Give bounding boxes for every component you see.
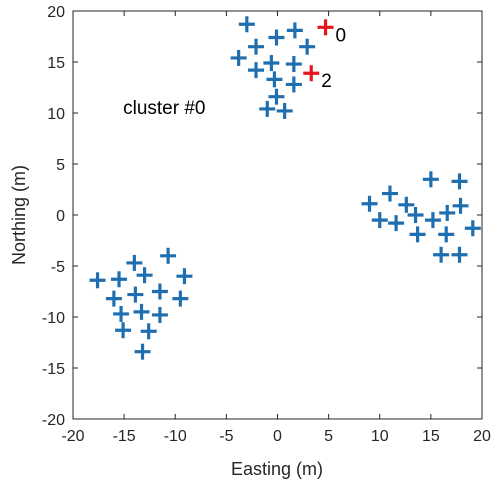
x-tick-label: -5 xyxy=(219,428,233,445)
data-point xyxy=(452,197,469,214)
y-tick-label: -5 xyxy=(51,259,65,276)
data-point xyxy=(451,173,468,190)
data-point xyxy=(371,212,388,229)
y-axis-label: Northing (m) xyxy=(9,165,29,265)
x-tick-label: 10 xyxy=(371,428,389,445)
data-point xyxy=(140,323,157,340)
data-point xyxy=(424,212,441,229)
x-tick-label: 5 xyxy=(324,428,333,445)
data-point xyxy=(126,254,143,271)
highlight-point xyxy=(303,65,320,82)
x-tick-label: -15 xyxy=(113,428,136,445)
y-tick-label: -10 xyxy=(42,310,65,327)
y-tick-label: 15 xyxy=(47,55,65,72)
data-point xyxy=(230,49,247,66)
data-point xyxy=(151,283,168,300)
annotation-label: cluster #0 xyxy=(123,98,205,119)
x-tick-label: -20 xyxy=(61,428,84,445)
data-point xyxy=(259,100,276,117)
data-point xyxy=(388,215,405,232)
data-point xyxy=(268,29,285,46)
data-point xyxy=(160,247,177,264)
x-tick-label: 0 xyxy=(273,428,282,445)
data-point xyxy=(409,226,426,243)
x-tick-label: 15 xyxy=(422,428,440,445)
data-point xyxy=(439,204,456,221)
data-point xyxy=(398,196,415,213)
x-tick-label: -10 xyxy=(164,428,187,445)
y-tick-label: -20 xyxy=(42,412,65,429)
y-tick-label: -15 xyxy=(42,361,65,378)
data-point xyxy=(248,38,265,55)
data-point xyxy=(381,185,398,202)
data-point xyxy=(136,267,153,284)
data-point xyxy=(111,271,128,288)
y-tick-label: 0 xyxy=(56,208,65,225)
data-point xyxy=(115,322,132,339)
data-point xyxy=(134,343,151,360)
data-point xyxy=(286,22,303,39)
data-point xyxy=(151,306,168,323)
data-point xyxy=(464,220,481,237)
data-point xyxy=(263,55,280,72)
data-point xyxy=(127,286,144,303)
data-point xyxy=(89,272,106,289)
x-axis-label: Easting (m) xyxy=(231,459,323,479)
annotation-label: 0 xyxy=(336,25,347,46)
data-point xyxy=(361,195,378,212)
data-point xyxy=(276,102,293,119)
y-tick-label: 20 xyxy=(47,4,65,21)
y-tick-label: 10 xyxy=(47,106,65,123)
data-point xyxy=(299,38,316,55)
data-point xyxy=(285,56,302,73)
data-point xyxy=(176,268,193,285)
data-point xyxy=(266,71,283,88)
data-point xyxy=(451,246,468,263)
highlight-point xyxy=(317,19,334,36)
x-tick-label: 20 xyxy=(473,428,491,445)
data-point xyxy=(285,76,302,93)
data-point xyxy=(133,303,150,320)
annotation-label: 2 xyxy=(321,71,332,92)
data-point xyxy=(422,171,439,188)
data-point xyxy=(113,305,130,322)
data-point xyxy=(105,290,122,307)
y-tick-label: 5 xyxy=(56,157,65,174)
data-point xyxy=(438,226,455,243)
data-point xyxy=(407,207,424,223)
data-point xyxy=(172,290,189,307)
data-point xyxy=(433,246,450,263)
data-point xyxy=(268,88,285,105)
data-point xyxy=(248,62,265,79)
data-point xyxy=(238,16,255,33)
